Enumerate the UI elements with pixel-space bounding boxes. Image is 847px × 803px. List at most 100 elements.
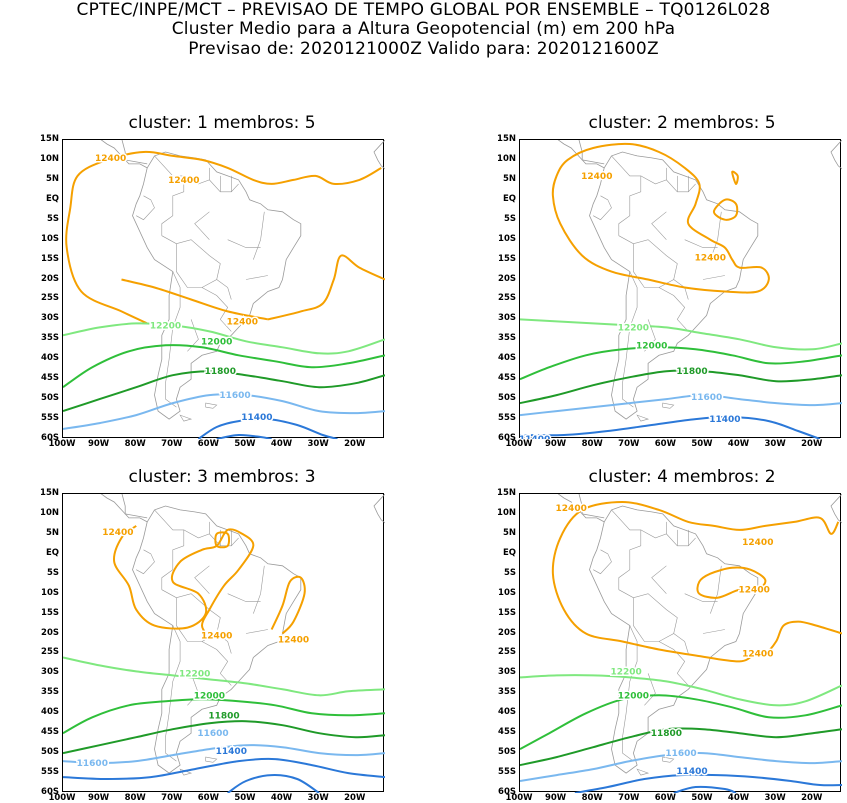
lat-tick-label: 50S	[498, 393, 516, 404]
central-america-coastline	[100, 140, 148, 169]
lat-tick-label: 50S	[41, 747, 59, 758]
map-panel-2: 12400 12400 12200 12000 11800 11600 11400 11400	[519, 139, 842, 439]
country-border	[194, 211, 210, 240]
lon-tick-label: 30W	[764, 439, 786, 449]
header-line-2: Cluster Medio para a Altura Geopotencial…	[171, 19, 676, 39]
contour-label: 11600	[77, 759, 108, 769]
contour-11400	[216, 433, 272, 439]
lon-tick-label: 20W	[344, 793, 366, 803]
lon-tick-label: 50W	[691, 439, 713, 449]
africa-coastline	[830, 140, 842, 170]
lat-tick-label: 35S	[41, 333, 59, 344]
lon-tick-label: 60W	[197, 439, 219, 449]
contour-12200	[63, 656, 385, 697]
island-coastline	[636, 414, 650, 422]
lat-tick-label: 5N	[502, 173, 516, 184]
lon-tick-label: 30W	[307, 439, 329, 449]
contour-12000	[63, 698, 385, 735]
contour-12400	[121, 278, 269, 321]
lon-tick-label: 40W	[727, 793, 750, 803]
country-border	[136, 549, 155, 575]
africa-coastline	[373, 140, 385, 170]
lon-tick-label: 80W	[124, 793, 146, 803]
lon-tick-label: 90W	[544, 439, 567, 449]
lon-tick-label: 70W	[161, 793, 183, 803]
map-panel-3-svg: 12400 12400 12400 12200 12000 11800 11600 11600…	[63, 494, 385, 793]
lon-tick-label: 30W	[764, 793, 786, 803]
country-border	[611, 155, 642, 236]
contour-12400	[712, 198, 739, 221]
contour-label: 12400	[95, 154, 126, 164]
lon-tick-label: 80W	[581, 793, 603, 803]
country-border	[165, 625, 181, 762]
panel-2-title: cluster: 2 membros: 5	[588, 113, 776, 133]
lat-tick-label: 30S	[498, 667, 516, 678]
country-border	[651, 211, 667, 240]
lon-tick-label: 60W	[197, 793, 219, 803]
contour-label: 11600	[665, 749, 696, 759]
map-panel-4-svg: 12400 12400 12400 12400 12200 12000 11800 11600…	[520, 494, 842, 793]
lat-tick-label: 45S	[41, 727, 59, 738]
contour-label: 12200	[179, 669, 210, 679]
contour-11400	[574, 773, 842, 793]
contour-11600	[63, 744, 385, 765]
contour-label: 12400	[227, 317, 258, 327]
map-panel-4: 12400 12400 12400 12400 12200 12000 11800 11600…	[519, 493, 842, 793]
country-border	[187, 673, 199, 706]
lon-tick-label: 90W	[544, 793, 567, 803]
country-border	[651, 565, 667, 594]
central-america-coastline	[100, 494, 148, 523]
africa-coastline	[830, 494, 842, 524]
lat-tick-label: EQ	[502, 547, 516, 558]
contour-12200	[520, 674, 842, 707]
lat-tick-label: 55S	[498, 767, 516, 778]
lat-tick-label: 5S	[46, 567, 59, 578]
country-border	[216, 633, 232, 654]
map-panel-1: 12400 12400 12400 12200 12000 11800 11600 11400	[62, 139, 385, 439]
lon-tick-label: 50W	[691, 793, 713, 803]
lat-tick-label: 5S	[46, 213, 59, 224]
lat-tick-label: 30S	[498, 313, 516, 324]
lat-tick-label: 5N	[502, 527, 516, 538]
panel-3-title: cluster: 3 membros: 3	[128, 467, 316, 487]
contour-11800	[63, 370, 385, 413]
contour-label: 12400	[742, 538, 773, 548]
lat-tick-label: 35S	[41, 687, 59, 698]
lat-tick-label: 25S	[498, 647, 516, 658]
contour-label: 12400	[695, 254, 726, 264]
lat-tick-label: 45S	[498, 727, 516, 738]
lat-tick-label: 55S	[41, 413, 59, 424]
central-america-coastline	[557, 494, 605, 523]
contour-12400	[696, 566, 767, 599]
contour-11600	[63, 393, 385, 430]
contour-label: 11400	[216, 747, 247, 757]
country-border	[245, 629, 268, 634]
lon-tick-label: 70W	[618, 439, 640, 449]
lat-tick-label: 20S	[498, 273, 516, 284]
country-border	[702, 275, 725, 280]
island-coastline	[662, 402, 675, 409]
country-border	[702, 629, 725, 634]
country-border	[593, 549, 612, 575]
country-border	[216, 279, 232, 300]
country-border	[201, 287, 232, 332]
island-coastline	[205, 756, 218, 763]
lat-tick-label: 40S	[41, 707, 59, 718]
lat-tick-label: 15S	[41, 253, 59, 264]
lat-tick-label: 60S	[41, 787, 59, 797]
lon-tick-label: 50W	[234, 439, 256, 449]
country-border	[640, 529, 696, 547]
central-america-coastline	[578, 140, 605, 165]
lat-tick-label: 50S	[498, 747, 516, 758]
lat-tick-label: 25S	[41, 293, 59, 304]
contour-11400	[197, 417, 338, 439]
africa-coastline	[373, 494, 385, 524]
lat-tick-label: 45S	[41, 373, 59, 384]
lon-tick-label: 100W	[505, 439, 533, 449]
lat-tick-label: 5S	[503, 567, 516, 578]
panel-4-title: cluster: 4 membros: 2	[588, 467, 776, 487]
lat-tick-label: EQ	[45, 193, 59, 204]
contour-label: 11800	[676, 367, 707, 377]
south-america-coastline	[132, 505, 302, 774]
island-coastline	[205, 402, 218, 409]
